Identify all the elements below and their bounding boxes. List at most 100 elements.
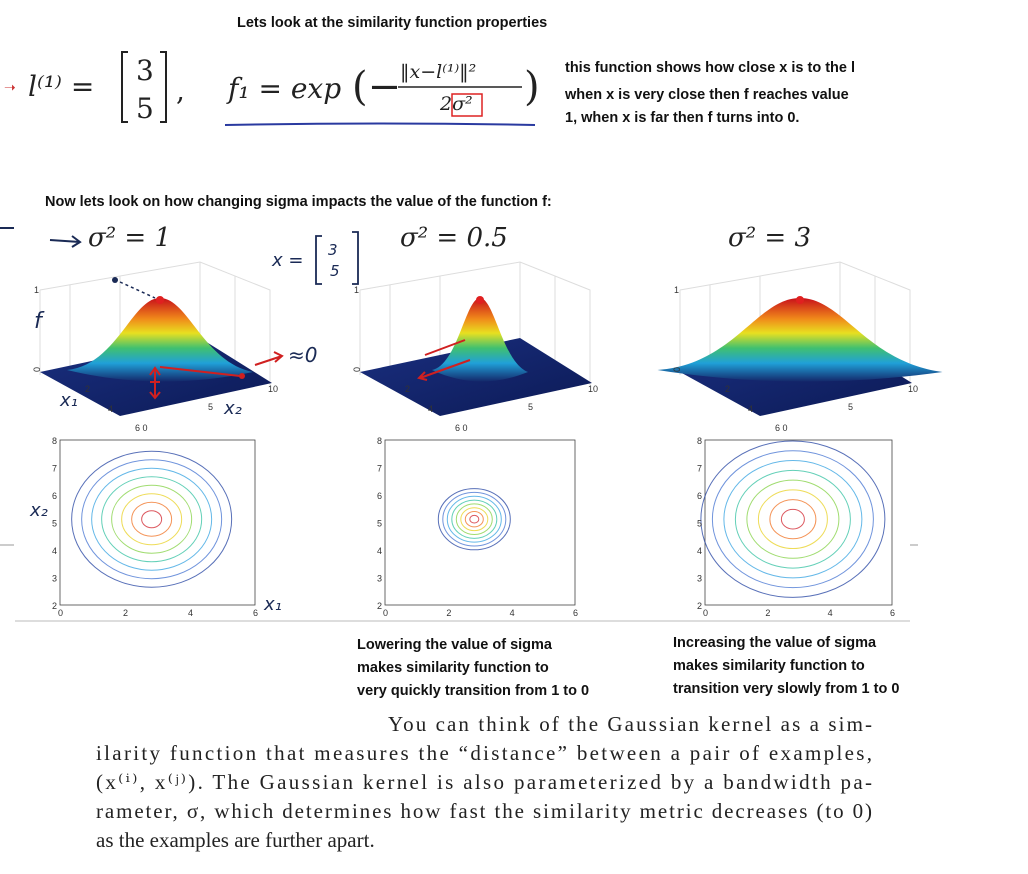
- x1-label: x₁: [263, 594, 282, 615]
- contour-x-tick: 6: [573, 608, 578, 618]
- x2-label: x₂: [223, 398, 242, 419]
- x-tick: 4: [108, 404, 113, 414]
- y-tick: 5: [528, 402, 533, 412]
- contour-y-tick: 2: [377, 601, 382, 611]
- paragraph-line: ilarity function that measures the “dist…: [96, 741, 872, 765]
- contour-line: [700, 440, 886, 598]
- note-line: 1, when x is far then f turns into 0.: [565, 110, 799, 126]
- paragraph-line: rameter, σ, which determines how fast th…: [96, 799, 872, 823]
- contour-y-tick: 7: [377, 464, 382, 474]
- comma: ,: [176, 74, 185, 107]
- x-tick: 2: [725, 384, 730, 394]
- z-tick: 0: [352, 367, 362, 372]
- contour-line: [141, 510, 163, 529]
- contour-y-tick: 6: [52, 491, 57, 501]
- pointer-arrow: [49, 235, 82, 248]
- function: f₁ = exp: [226, 72, 341, 105]
- annotations: x = 3 5 ≈0 f x₁ x₂ x₂ x₁: [0, 227, 918, 615]
- contour-line: [446, 495, 502, 543]
- x1-label: x₁: [59, 390, 78, 411]
- peak-point: [796, 296, 804, 304]
- z-tick: 1: [354, 285, 359, 295]
- contour-line: [455, 503, 493, 536]
- bracket: [315, 231, 359, 285]
- paragraph-line: (x⁽ⁱ⁾, x⁽ʲ⁾). The Gaussian kernel is als…: [96, 770, 872, 794]
- formula: ➝ l⁽¹⁾ = 3 5 , f₁ = exp (− ‖x−l⁽¹⁾‖² 2σ²…: [4, 51, 540, 126]
- contour-line: [711, 450, 874, 589]
- contour-line: [437, 488, 511, 551]
- contour-line: [469, 514, 480, 524]
- contour-x-tick: 4: [188, 608, 193, 618]
- contour-y-tick: 2: [697, 601, 702, 611]
- paren: ): [524, 64, 540, 110]
- z-tick: 0: [32, 367, 42, 372]
- contour-line: [442, 491, 507, 547]
- contour-line: [81, 459, 223, 580]
- contour-line: [464, 511, 484, 528]
- denominator: 2σ²: [439, 93, 473, 115]
- x-vector-entry: 3: [328, 241, 338, 259]
- f-label: f: [34, 309, 45, 334]
- vector-entry: 5: [136, 92, 154, 125]
- contour-line: [460, 507, 489, 532]
- contour-y-tick: 7: [52, 464, 57, 474]
- highlight-box: [451, 93, 483, 117]
- contour-frame: [384, 439, 576, 606]
- pointer-line: [119, 281, 156, 299]
- peak-point: [476, 296, 484, 304]
- contour-y-tick: 8: [697, 436, 702, 446]
- caption-line: Lowering the value of sigma: [357, 637, 553, 653]
- contour-line: [71, 450, 233, 588]
- contour-line: [723, 460, 863, 579]
- peak-point: [156, 296, 164, 304]
- dot: [239, 373, 245, 379]
- contour-y-tick: 2: [52, 601, 57, 611]
- contour-x-tick: 4: [828, 608, 833, 618]
- contour-y-tick: 5: [377, 519, 382, 529]
- sigma-label: σ² = 1: [88, 223, 171, 253]
- contour-x-tick: 6: [253, 608, 258, 618]
- dot: [112, 277, 118, 283]
- caption-line: Increasing the value of sigma: [673, 635, 877, 651]
- height-arrow: [149, 366, 161, 400]
- section-heading: Now lets look on how changing sigma impa…: [45, 194, 552, 210]
- y-tick: 5: [208, 402, 213, 412]
- contour-line: [101, 476, 203, 563]
- arrow: ➝: [4, 80, 16, 96]
- sigma-label: σ² = 0.5: [400, 223, 508, 253]
- x-tick: 2: [405, 384, 410, 394]
- contour-y-tick: 6: [697, 491, 702, 501]
- distance-arrow: [417, 339, 471, 381]
- contour-y-tick: 8: [377, 436, 382, 446]
- contour-x-tick: 2: [765, 608, 770, 618]
- contour-y-tick: 4: [377, 546, 382, 556]
- x-tick: 6 0: [775, 423, 788, 433]
- x2-label: x₂: [29, 500, 48, 521]
- caption-line: transition very slowly from 1 to 0: [673, 681, 899, 697]
- y-tick: 10: [588, 384, 598, 394]
- surface-peak: [657, 298, 943, 382]
- z-tick: 0: [672, 367, 682, 372]
- z-tick: 1: [34, 285, 39, 295]
- contour-frame: [59, 439, 256, 606]
- caption-line: makes similarity function to: [357, 660, 549, 676]
- box-frame: [39, 261, 271, 385]
- note-line: when x is very close then f reaches valu…: [564, 87, 849, 103]
- vector-entry: 3: [136, 54, 154, 87]
- contour-y-tick: 5: [697, 519, 702, 529]
- contour-y-tick: 4: [52, 546, 57, 556]
- contour-x-tick: 2: [123, 608, 128, 618]
- caption-line: makes similarity function to: [673, 658, 865, 674]
- caption-line: very quickly transition from 1 to 0: [357, 683, 589, 699]
- y-tick: 10: [908, 384, 918, 394]
- box-frame: [359, 261, 591, 385]
- contour-line: [131, 501, 173, 537]
- landmark: l⁽¹⁾ =: [28, 70, 94, 103]
- contour-y-tick: 3: [697, 574, 702, 584]
- paragraph-line: as the examples are further apart.: [96, 828, 375, 852]
- contour-line: [121, 493, 183, 546]
- x-tick: 4: [748, 404, 753, 414]
- x-tick: 6 0: [135, 423, 148, 433]
